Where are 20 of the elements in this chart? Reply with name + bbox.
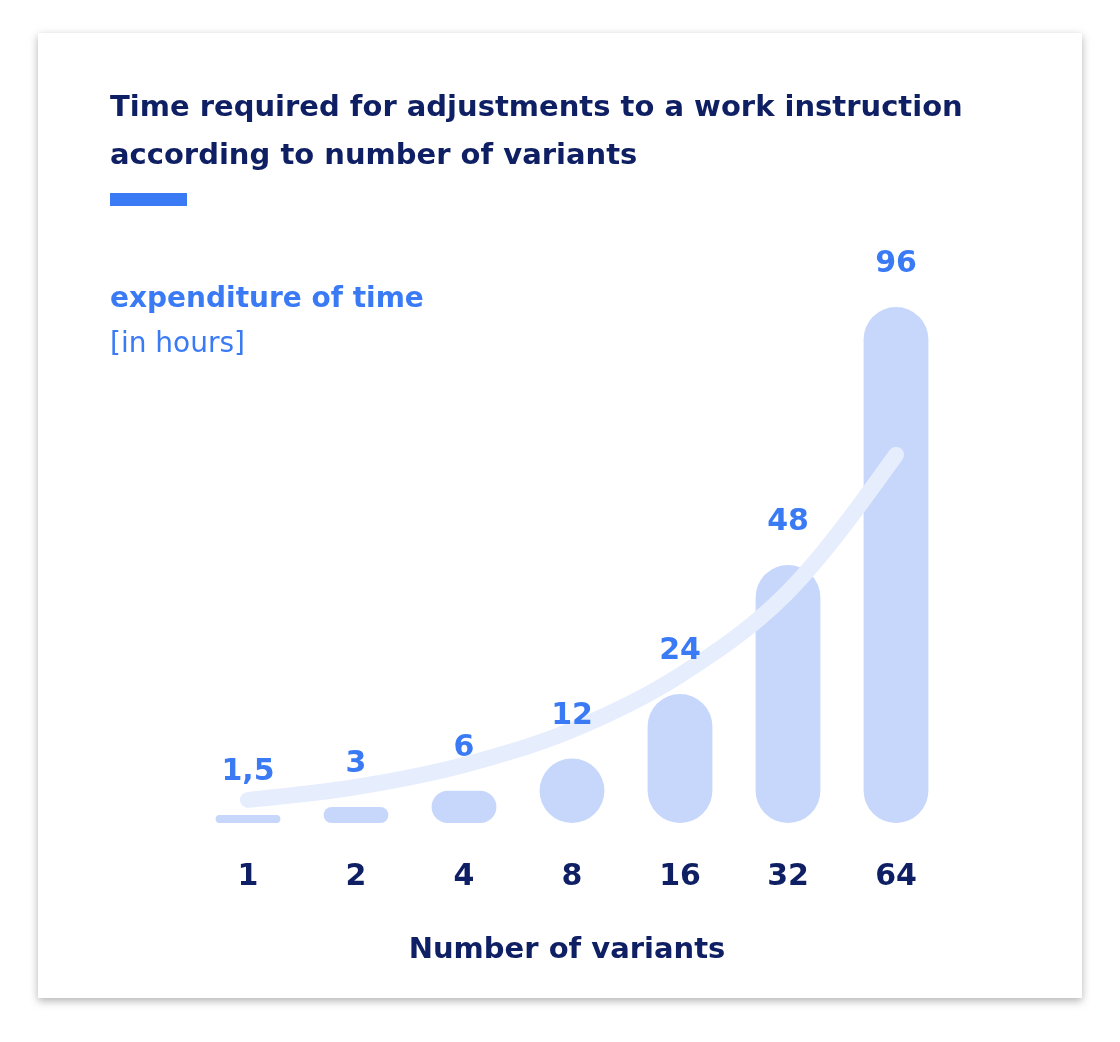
data-label: 6	[453, 727, 475, 763]
data-label: 24	[659, 631, 701, 666]
y-axis-title: expenditure of time	[110, 281, 424, 314]
data-label: 3	[345, 743, 367, 779]
x-tick-label: 2	[345, 857, 367, 892]
data-label: 1,5	[221, 751, 275, 787]
x-tick-label: 8	[561, 857, 583, 892]
data-label: 48	[767, 502, 809, 537]
data-label: 12	[551, 695, 593, 731]
chart-title: Time required for adjustments to a work instruction according to number of variants	[110, 89, 963, 171]
bar	[215, 814, 281, 823]
x-tick-label: 1	[237, 857, 259, 892]
x-tick-label: 4	[453, 857, 475, 892]
x-tick-label: 16	[659, 857, 701, 892]
annotation: [in hours]	[110, 326, 245, 359]
x-tick-label: 64	[875, 857, 917, 892]
x-tick-label: 32	[767, 857, 809, 892]
data-label: 96	[875, 244, 917, 279]
bar	[323, 806, 389, 823]
x-axis-title: Number of variants	[408, 931, 726, 965]
